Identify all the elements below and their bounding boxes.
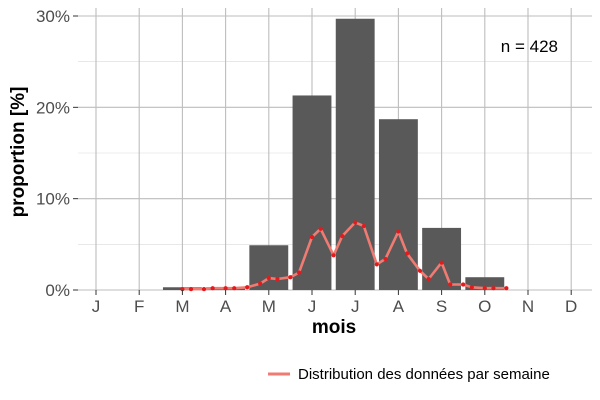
series-point	[288, 275, 293, 280]
series-point	[482, 286, 487, 291]
x-tick-label: J	[92, 297, 101, 316]
series-point	[417, 268, 423, 273]
y-tick-label: 0%	[45, 281, 70, 300]
series-point	[469, 285, 474, 290]
series-point	[361, 223, 366, 229]
x-tick-label: N	[522, 297, 534, 316]
x-tick-label: O	[478, 297, 491, 316]
x-tick-label: D	[565, 297, 577, 316]
series-point	[309, 234, 315, 240]
series-point	[383, 256, 388, 262]
legend: Distribution des données par semaine	[268, 366, 550, 383]
series-point	[245, 285, 250, 290]
series-point	[258, 281, 263, 286]
bars	[162, 18, 505, 291]
x-tick-label: S	[436, 297, 447, 316]
y-tick-label: 10%	[36, 190, 70, 209]
x-tick-label: F	[134, 297, 144, 316]
bar	[335, 18, 375, 291]
series-point	[232, 286, 237, 291]
y-axis-title: proportion [%]	[8, 87, 29, 218]
x-tick-label: A	[393, 297, 405, 316]
series-point	[331, 253, 336, 258]
series-point	[318, 226, 323, 231]
x-tick-label: A	[220, 297, 232, 316]
series-point	[210, 286, 215, 291]
series-point	[396, 229, 401, 234]
y-tick-label: 30%	[36, 7, 70, 26]
series-point	[275, 276, 280, 282]
bar	[292, 95, 332, 291]
x-tick-label: J	[351, 297, 360, 316]
weekly-distribution-series	[180, 220, 509, 292]
series-point	[491, 286, 496, 291]
series-point	[201, 286, 207, 292]
annotation-n: n = 428	[501, 37, 558, 56]
legend-label: Distribution des données par semaine	[298, 366, 550, 383]
series-point	[296, 270, 302, 275]
x-tick-label: M	[262, 297, 276, 316]
series-point	[180, 286, 185, 292]
series-point	[374, 262, 379, 267]
series-point	[404, 251, 410, 256]
series-point	[461, 282, 466, 287]
series-point	[439, 260, 444, 265]
series-point	[353, 220, 358, 225]
bar	[249, 245, 289, 290]
series-point	[448, 282, 453, 287]
series-point	[266, 276, 271, 281]
x-tick-label: M	[175, 297, 189, 316]
series-point	[223, 286, 228, 291]
y-axis: 0% 10% 20% 30%	[36, 7, 78, 300]
x-axis-title: mois	[312, 317, 356, 338]
x-tick-label: J	[308, 297, 317, 316]
series-point	[504, 286, 509, 291]
bar	[378, 119, 418, 290]
series-point	[188, 286, 194, 292]
series-point	[426, 276, 431, 282]
series-point	[340, 234, 345, 239]
y-tick-label: 20%	[36, 98, 70, 117]
